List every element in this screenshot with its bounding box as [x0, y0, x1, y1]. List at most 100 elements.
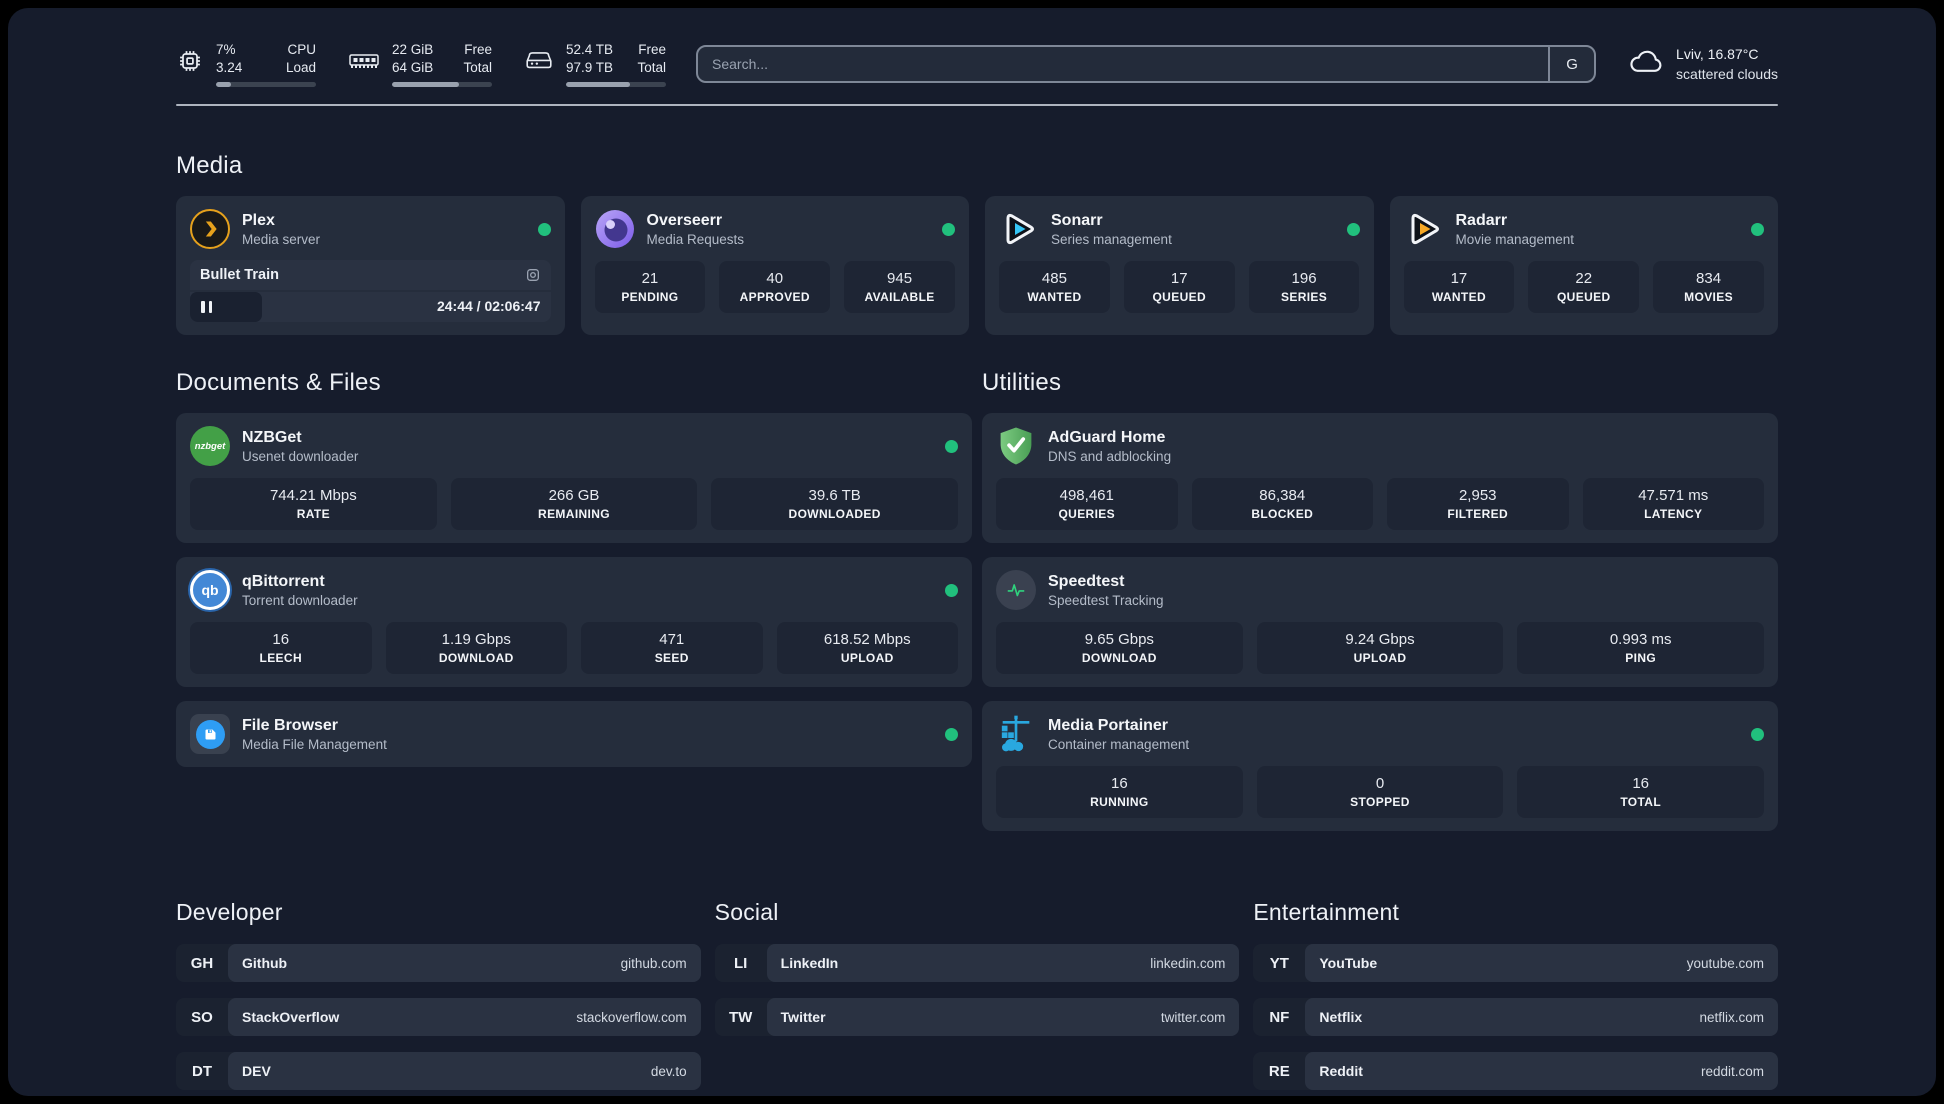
top-bar: 7% 3.24 CPU Load — [176, 38, 1778, 90]
qbittorrent-card[interactable]: qb qBittorrent Torrent downloader 16 LEE… — [176, 557, 972, 687]
video-camera-icon — [525, 267, 541, 283]
utilities-column: Utilities AdGuard Home — [982, 369, 1778, 845]
stat-tile: 16 LEECH — [190, 622, 372, 674]
disk-icon — [524, 41, 554, 81]
stat-tile: 2,953 FILTERED — [1387, 478, 1569, 530]
disk-total: 97.9 TB — [566, 60, 614, 75]
portainer-card[interactable]: Media Portainer Container management 16 … — [982, 701, 1778, 831]
cpu-stat: 7% 3.24 CPU Load — [176, 41, 316, 87]
stat-tile: 22 QUEUED — [1528, 261, 1640, 313]
app-name: Radarr — [1455, 211, 1508, 229]
filebrowser-card[interactable]: File Browser Media File Management — [176, 701, 972, 767]
ram-free: 22 GiB — [392, 42, 434, 58]
section-title-media: Media — [176, 152, 243, 179]
app-subtitle: Media Requests — [646, 231, 745, 247]
bookmark-linkedin[interactable]: LI LinkedIn linkedin.com — [714, 944, 1240, 982]
weather-widget[interactable]: Lviv, 16.87°C scattered clouds — [1626, 44, 1778, 85]
playback-time: 24:44 / 02:06:47 — [436, 298, 541, 314]
cpu-load: 3.24 — [216, 60, 243, 75]
sonarr-card[interactable]: Sonarr Series management 485 WANTED 17 Q… — [985, 196, 1374, 335]
search-bar: G — [696, 45, 1597, 83]
cpu-load-label: Load — [285, 60, 316, 75]
playback-progressbar[interactable]: 24:44 / 02:06:47 — [190, 292, 551, 322]
status-dot — [945, 583, 958, 597]
social-group: Social LI LinkedIn linkedin.com TW Twitt… — [714, 899, 1240, 1096]
developer-group: Developer GH Github github.com SO StackO… — [176, 899, 701, 1096]
entertainment-group: Entertainment YT YouTube youtube.com NF … — [1253, 899, 1779, 1096]
filebrowser-icon — [190, 714, 230, 754]
status-dot — [1346, 222, 1360, 236]
bookmark-youtube[interactable]: YT YouTube youtube.com — [1253, 944, 1779, 982]
section-title-developer: Developer — [176, 899, 283, 925]
app-name: Plex — [242, 211, 275, 229]
app-name: File Browser — [242, 716, 339, 734]
adguard-card[interactable]: AdGuard Home DNS and adblocking 498,461 … — [982, 413, 1778, 543]
search-engine-button[interactable]: G — [1548, 47, 1594, 81]
stat-tile: 86,384 BLOCKED — [1191, 478, 1373, 530]
status-dot — [1751, 222, 1764, 236]
stat-tile: 16 TOTAL — [1517, 766, 1765, 818]
disk-free-label: Free — [638, 42, 666, 58]
qbittorrent-icon: qb — [190, 570, 230, 610]
stat-tile: 16 RUNNING — [996, 766, 1243, 818]
cpu-usage: 7% — [216, 42, 236, 58]
app-subtitle: Container management — [1048, 736, 1190, 752]
disk-total-label: Total — [637, 60, 666, 75]
status-dot — [945, 439, 958, 453]
speedtest-card[interactable]: Speedtest Speedtest Tracking 9.65 Gbps D… — [982, 557, 1778, 687]
app-subtitle: Series management — [1051, 231, 1172, 247]
speedtest-icon — [996, 570, 1036, 610]
section-title-social: Social — [714, 899, 779, 925]
status-dot — [1751, 727, 1764, 741]
stat-tile: 0.993 ms PING — [1517, 622, 1765, 674]
app-subtitle: Speedtest Tracking — [1048, 592, 1164, 608]
stat-tile: 9.24 Gbps UPLOAD — [1256, 622, 1504, 674]
bookmark-github[interactable]: GH Github github.com — [176, 944, 701, 982]
bookmark-dev[interactable]: DT DEV dev.to — [176, 1052, 701, 1090]
stat-tile: 21 PENDING — [594, 261, 706, 313]
plex-now-playing: Bullet Train 24:44 / 02:06:47 — [190, 260, 551, 322]
radarr-card[interactable]: Radarr Movie management 17 WANTED 22 QUE… — [1389, 196, 1778, 335]
stat-tile: 17 WANTED — [1403, 261, 1515, 313]
documents-column: Documents & Files nzbget NZBGet Usenet d… — [176, 369, 972, 845]
stat-tile: 945 AVAILABLE — [844, 261, 955, 313]
stat-tile: 17 QUEUED — [1123, 261, 1235, 313]
stat-tile: 39.6 TB DOWNLOADED — [711, 478, 959, 530]
plex-card[interactable]: Plex Media server Bullet Train — [176, 196, 565, 335]
app-subtitle: DNS and adblocking — [1048, 448, 1172, 464]
overseerr-icon — [595, 209, 635, 249]
sonarr-icon — [999, 209, 1039, 249]
nzbget-card[interactable]: nzbget NZBGet Usenet downloader 744.21 M… — [176, 413, 972, 543]
app-name: Sonarr — [1051, 211, 1103, 229]
stat-tile: 47.571 ms LATENCY — [1582, 478, 1764, 530]
stat-tile: 744.21 Mbps RATE — [190, 478, 437, 530]
app-subtitle: Torrent downloader — [242, 592, 358, 608]
status-dot — [942, 222, 955, 236]
now-playing-title: Bullet Train — [200, 267, 279, 283]
search-input[interactable] — [698, 47, 1549, 81]
status-dot — [537, 222, 551, 236]
dashboard: 7% 3.24 CPU Load — [8, 8, 1936, 1096]
app-subtitle: Usenet downloader — [242, 448, 359, 464]
cloud-icon — [1626, 46, 1666, 83]
ram-total-label: Total — [463, 60, 492, 75]
stat-tile: 9.65 Gbps DOWNLOAD — [996, 622, 1243, 674]
stat-tile: 471 SEED — [581, 622, 763, 674]
section-title-documents: Documents & Files — [176, 369, 381, 396]
system-stats: 7% 3.24 CPU Load — [176, 41, 666, 87]
app-subtitle: Movie management — [1455, 231, 1575, 247]
bookmark-reddit[interactable]: RE Reddit reddit.com — [1253, 1052, 1779, 1090]
stat-tile: 266 GB REMAINING — [450, 478, 698, 530]
stat-tile: 1.19 Gbps DOWNLOAD — [385, 622, 567, 674]
section-title-utilities: Utilities — [982, 369, 1062, 396]
bookmark-twitter[interactable]: TW Twitter twitter.com — [714, 998, 1240, 1036]
bookmark-stackoverflow[interactable]: SO StackOverflow stackoverflow.com — [176, 998, 701, 1036]
cpu-progressbar — [216, 81, 316, 87]
bookmark-netflix[interactable]: NF Netflix netflix.com — [1253, 998, 1779, 1036]
app-subtitle: Media server — [242, 231, 321, 247]
overseerr-card[interactable]: Overseerr Media Requests 21 PENDING 40 A… — [580, 196, 969, 335]
stat-tile: 196 SERIES — [1248, 261, 1360, 313]
weather-condition: scattered clouds — [1676, 66, 1778, 82]
cpu-icon — [176, 41, 204, 81]
stat-tile: 618.52 Mbps UPLOAD — [776, 622, 958, 674]
